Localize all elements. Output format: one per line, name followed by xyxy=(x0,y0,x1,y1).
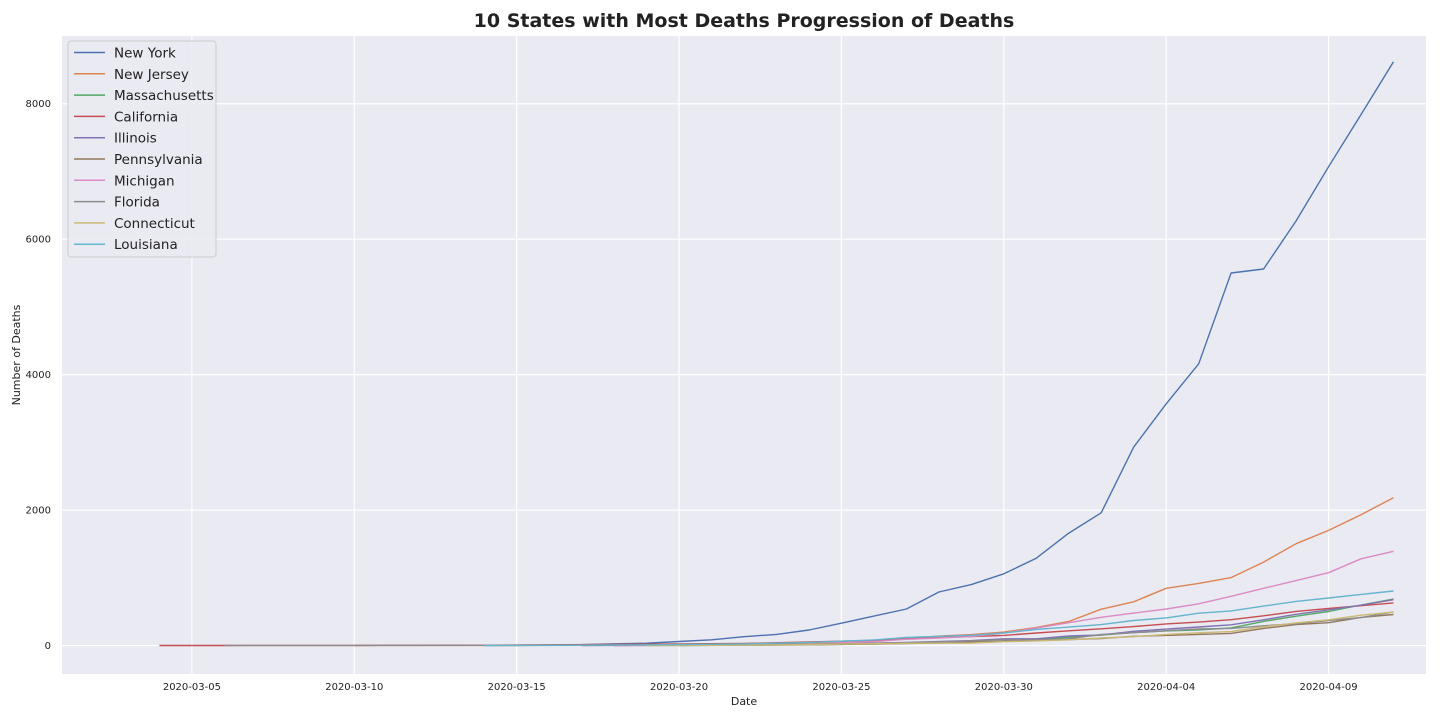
x-tick-label: 2020-03-25 xyxy=(812,682,870,693)
x-axis-ticks: 2020-03-05 2020-03-10 2020-03-15 2020-03-20… xyxy=(163,682,1358,693)
x-tick-label: 2020-03-05 xyxy=(163,682,221,693)
legend-label-florida: Florida xyxy=(114,195,160,211)
y-tick-label: 4000 xyxy=(26,370,51,381)
legend: New York New Jersey Massachusetts Californi… xyxy=(67,40,217,258)
y-axis-ticks: 0 2000 4000 6000 8000 xyxy=(26,99,51,652)
series-line-connecticut xyxy=(646,611,1394,647)
series-line-new-york xyxy=(484,61,1395,647)
series-line-michigan xyxy=(614,550,1394,647)
legend-label-illinois: Illinois xyxy=(114,131,157,147)
x-tick-label: 2020-03-30 xyxy=(975,682,1033,693)
legend-label-pennsylvania: Pennsylvania xyxy=(114,152,203,168)
y-tick-label: 6000 xyxy=(26,235,51,246)
legend-label-new-york: New York xyxy=(114,46,176,62)
legend-label-new-jersey: New Jersey xyxy=(114,67,189,83)
x-tick-label: 2020-03-15 xyxy=(488,682,546,693)
x-tick-label: 2020-04-09 xyxy=(1300,682,1358,693)
legend-label-louisiana: Louisiana xyxy=(114,237,178,253)
chart-title: 10 States with Most Deaths Progression o… xyxy=(474,10,1015,32)
y-tick-label: 2000 xyxy=(26,506,51,517)
y-tick-label: 0 xyxy=(45,641,51,652)
x-tick-label: 2020-04-04 xyxy=(1137,682,1195,693)
series-lines xyxy=(159,61,1395,647)
x-tick-label: 2020-03-10 xyxy=(325,682,383,693)
legend-label-california: California xyxy=(114,109,178,125)
legend-label-connecticut: Connecticut xyxy=(114,216,195,232)
series-line-louisiana xyxy=(484,590,1394,647)
y-axis-label: Number of Deaths xyxy=(10,304,23,405)
x-axis-label: Date xyxy=(731,695,758,708)
legend-label-massachusetts: Massachusetts xyxy=(114,88,214,104)
plot-area xyxy=(62,36,1426,674)
legend-label-michigan: Michigan xyxy=(114,173,175,189)
x-tick-label: 2020-03-20 xyxy=(650,682,708,693)
y-tick-label: 8000 xyxy=(26,99,51,110)
